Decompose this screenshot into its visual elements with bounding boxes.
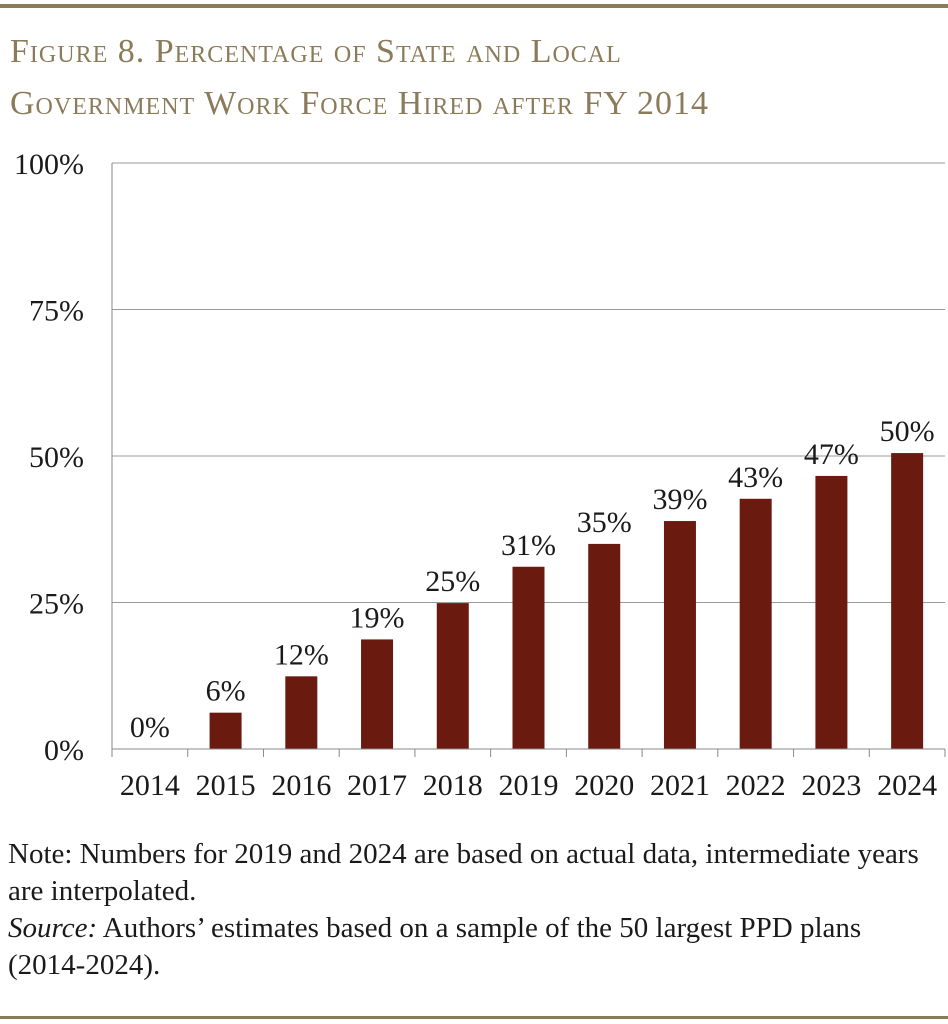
bar-2017 [361,639,394,749]
bars [209,453,924,749]
y-tick-label: 75% [29,295,84,328]
bar-2016 [285,676,318,749]
figure-title-line-2: Government Work Force Hired after FY 201… [10,85,710,122]
x-tick-label-2021: 2021 [650,769,710,802]
x-tick-label-2019: 2019 [499,769,559,802]
x-tick-label-2024: 2024 [877,769,937,802]
x-tick-label-2020: 2020 [574,769,634,802]
data-label-2020: 35% [577,506,632,539]
data-label-2019: 31% [501,529,556,562]
axes [111,163,945,750]
x-tick-label-2017: 2017 [347,769,407,802]
data-label-2017: 19% [350,601,405,634]
top-rule [0,4,948,8]
data-label-2024: 50% [880,415,935,448]
bar-2022 [739,498,772,749]
bar-chart: 0% 25% 50% 75% 100% 0% 6% 12% 19% 25% 31% 35% 39% 43… [14,148,946,802]
x-tick-label-2018: 2018 [423,769,483,802]
source-line: Source: Authors’ estimates based on a sa… [8,910,943,984]
data-labels: 0% 6% 12% 19% 25% 31% 35% 39% 43% 47% 50% [130,415,935,744]
source-text: Authors’ estimates based on a sample of … [8,912,862,981]
y-tick-label: 25% [29,588,84,621]
y-axis-ticks: 0% 25% 50% 75% 100% [14,148,84,767]
data-label-2018: 25% [425,565,480,598]
data-label-2015: 6% [206,675,246,708]
x-axis-ticks: 2014 2015 2016 2017 2018 2019 2020 2021 2022 2023… [111,749,946,802]
x-tick-label-2022: 2022 [726,769,786,802]
figure-title: Figure 8. Percentage of State and Local … [10,26,940,130]
data-label-2021: 39% [652,483,707,516]
source-label: Source: [8,912,98,944]
x-tick-label-2023: 2023 [801,769,861,802]
x-tick-label-2016: 2016 [271,769,331,802]
x-tick-label-2015: 2015 [196,769,256,802]
y-tick-label: 50% [29,441,84,474]
x-tick-label-2014: 2014 [120,769,180,802]
bar-2024 [891,453,924,749]
figure-note: Note: Numbers for 2019 and 2024 are base… [8,836,943,984]
bar-2020 [588,543,621,749]
note-text: Note: Numbers for 2019 and 2024 are base… [8,838,919,907]
data-label-2014: 0% [130,711,170,744]
bar-2023 [815,475,848,749]
figure-title-line-1: Figure 8. Percentage of State and Local [10,33,622,70]
data-label-2016: 12% [274,638,329,671]
data-label-2022: 43% [728,461,783,494]
bar-2019 [512,566,545,749]
bar-2021 [663,521,696,749]
y-tick-label: 100% [14,148,84,181]
bar-2018 [436,603,469,749]
bar-2015 [209,712,242,749]
data-label-2023: 47% [804,438,859,471]
bottom-rule [0,1016,948,1019]
y-tick-label: 0% [44,734,84,767]
